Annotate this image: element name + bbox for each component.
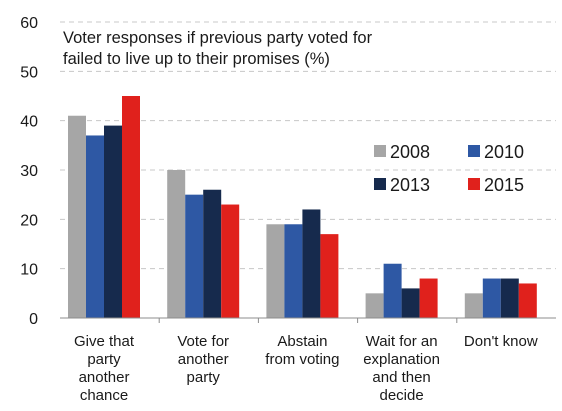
category-label-line: explanation: [363, 351, 440, 368]
category-label-line: chance: [80, 387, 128, 404]
category-label-line: another: [178, 351, 229, 368]
legend-label-2010: 2010: [484, 142, 524, 162]
bar-2015: [518, 283, 537, 318]
category-label-line: another: [79, 369, 130, 386]
bar-2008: [167, 170, 186, 318]
category-label-line: Give that: [74, 333, 135, 350]
bar-2010: [86, 135, 104, 318]
bar-2015: [419, 278, 438, 318]
bar-2015: [320, 234, 339, 318]
legend-label-2015: 2015: [484, 175, 524, 195]
category-label-line: Don't know: [464, 333, 538, 350]
category-label: Abstain from voting: [265, 333, 339, 368]
category-label-line: Abstain: [277, 333, 327, 350]
legend-label-2013: 2013: [390, 175, 430, 195]
category-label-line: decide: [379, 387, 423, 404]
bar-2013: [500, 278, 519, 318]
bar-2010: [383, 263, 402, 318]
category-label: Don't know: [464, 333, 538, 350]
category-label: Vote for another party: [177, 333, 229, 386]
legend-swatch-2015: [468, 178, 480, 190]
category-label-line: Wait for an: [366, 333, 438, 350]
bar-2010: [185, 194, 204, 318]
chart-title: Voter responses if previous party voted …: [63, 29, 373, 68]
bar-2013: [203, 189, 222, 318]
bar-2008: [464, 293, 483, 318]
category-label-line: and then: [372, 369, 430, 386]
bar-2008: [68, 115, 86, 318]
legend: 2008 2010 2013 2015: [374, 142, 524, 195]
y-tick-label: 20: [20, 212, 38, 229]
y-tick-label: 50: [20, 64, 38, 81]
category-label-line: party: [87, 351, 121, 368]
legend-label-2008: 2008: [390, 142, 430, 162]
bar-2010: [482, 278, 501, 318]
bar-2015: [221, 204, 240, 318]
category-label-line: Vote for: [177, 333, 229, 350]
chart-title-line: failed to live up to their promises (%): [63, 50, 330, 68]
y-tick-label: 10: [20, 262, 38, 279]
category-label: Wait for an explanation and then decide: [363, 333, 440, 404]
y-tick-label: 30: [20, 163, 38, 180]
y-tick-label: 40: [20, 114, 38, 131]
legend-swatch-2013: [374, 178, 386, 190]
bars: [68, 96, 537, 318]
bar-2008: [365, 293, 384, 318]
bar-2015: [122, 96, 140, 318]
legend-swatch-2010: [468, 145, 480, 157]
category-label-line: from voting: [265, 351, 339, 368]
chart-title-line: Voter responses if previous party voted …: [63, 29, 373, 47]
category-label: Give that party another chance: [74, 333, 135, 404]
bar-2010: [284, 224, 303, 318]
y-tick-label: 60: [20, 15, 38, 32]
y-axis-ticks: 0 10 20 30 40 50 60: [20, 15, 38, 328]
bar-2013: [302, 209, 321, 318]
bar-2008: [266, 224, 285, 318]
y-tick-label: 0: [29, 311, 38, 328]
category-label-line: party: [187, 369, 221, 386]
bar-2013: [104, 125, 122, 318]
legend-swatch-2008: [374, 145, 386, 157]
bar-2013: [401, 288, 420, 318]
